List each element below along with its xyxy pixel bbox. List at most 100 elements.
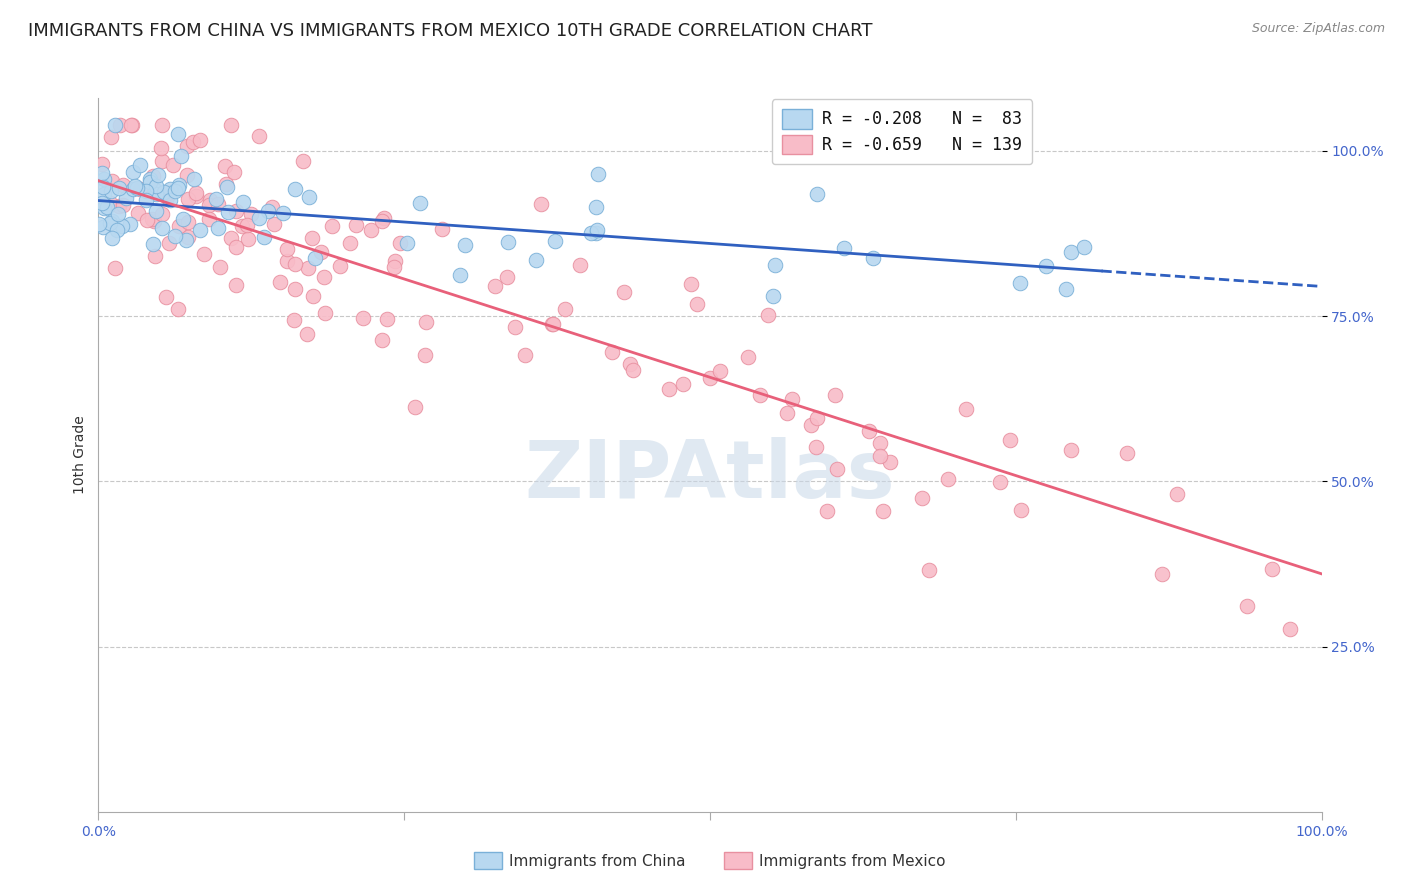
- Point: [298, 190, 321, 204]
- Point: [869, 436, 891, 450]
- Point: [184, 189, 207, 203]
- Point: [165, 184, 187, 198]
- Point: [384, 253, 406, 268]
- Point: [139, 176, 162, 190]
- Point: [231, 219, 253, 233]
- Point: [96, 200, 118, 214]
- Point: [108, 118, 131, 132]
- Point: [413, 348, 436, 362]
- Point: [155, 290, 177, 304]
- Point: [193, 247, 215, 261]
- Point: [918, 563, 941, 577]
- Point: [107, 207, 129, 221]
- Point: [177, 192, 200, 206]
- Point: [686, 296, 709, 310]
- Point: [301, 289, 323, 303]
- Point: [388, 235, 411, 250]
- Point: [554, 301, 576, 316]
- Point: [111, 219, 134, 233]
- Point: [249, 129, 271, 144]
- Point: [344, 218, 367, 232]
- Point: [150, 118, 173, 132]
- Point: [219, 231, 242, 245]
- Point: [806, 411, 828, 425]
- Point: [409, 196, 432, 211]
- Text: ZIPAtlas: ZIPAtlas: [524, 437, 896, 516]
- Point: [1166, 487, 1188, 501]
- Point: [544, 234, 567, 248]
- Point: [118, 218, 141, 232]
- Point: [153, 186, 176, 200]
- Point: [115, 191, 138, 205]
- Point: [247, 211, 270, 226]
- Point: [832, 241, 855, 255]
- Point: [454, 238, 477, 252]
- Point: [269, 275, 291, 289]
- Point: [87, 217, 110, 231]
- Point: [505, 319, 527, 334]
- Point: [215, 177, 238, 191]
- Point: [93, 201, 115, 215]
- Point: [166, 301, 188, 316]
- Point: [217, 204, 239, 219]
- Point: [145, 178, 167, 193]
- Point: [763, 258, 786, 272]
- Point: [150, 153, 173, 168]
- Point: [284, 182, 307, 196]
- Point: [569, 258, 592, 272]
- Point: [872, 504, 894, 518]
- Point: [862, 251, 884, 265]
- Point: [1060, 245, 1083, 260]
- Point: [827, 462, 849, 476]
- Point: [619, 357, 641, 371]
- Point: [159, 182, 181, 196]
- Point: [150, 141, 173, 155]
- Point: [256, 203, 278, 218]
- Point: [135, 193, 157, 207]
- Point: [515, 347, 537, 361]
- Point: [167, 178, 190, 193]
- Point: [200, 193, 222, 207]
- Point: [121, 118, 143, 132]
- Point: [167, 181, 190, 195]
- Point: [101, 231, 124, 245]
- Point: [91, 157, 114, 171]
- Point: [806, 441, 828, 455]
- Point: [955, 401, 977, 416]
- Point: [360, 223, 382, 237]
- Point: [586, 168, 609, 182]
- Point: [530, 197, 553, 211]
- Point: [219, 118, 242, 132]
- Point: [214, 159, 236, 173]
- Point: [188, 223, 211, 237]
- Point: [145, 204, 167, 219]
- Point: [159, 193, 181, 207]
- Point: [208, 260, 231, 274]
- Point: [141, 212, 163, 227]
- Point: [93, 186, 115, 201]
- Point: [304, 252, 326, 266]
- Point: [225, 277, 247, 292]
- Point: [253, 230, 276, 244]
- Point: [177, 230, 200, 244]
- Point: [128, 158, 150, 172]
- Text: Source: ZipAtlas.com: Source: ZipAtlas.com: [1251, 22, 1385, 36]
- Point: [1008, 276, 1031, 290]
- Point: [911, 491, 934, 505]
- Point: [312, 269, 335, 284]
- Point: [91, 219, 114, 234]
- Point: [276, 253, 298, 268]
- Point: [142, 237, 165, 252]
- Point: [135, 185, 157, 199]
- Point: [295, 327, 318, 342]
- Point: [260, 200, 283, 214]
- Point: [737, 351, 759, 365]
- Point: [142, 169, 165, 183]
- Point: [541, 317, 564, 331]
- Point: [815, 503, 838, 517]
- Point: [143, 183, 166, 197]
- Point: [579, 227, 602, 241]
- Point: [879, 454, 901, 468]
- Point: [120, 118, 142, 132]
- Point: [541, 317, 564, 331]
